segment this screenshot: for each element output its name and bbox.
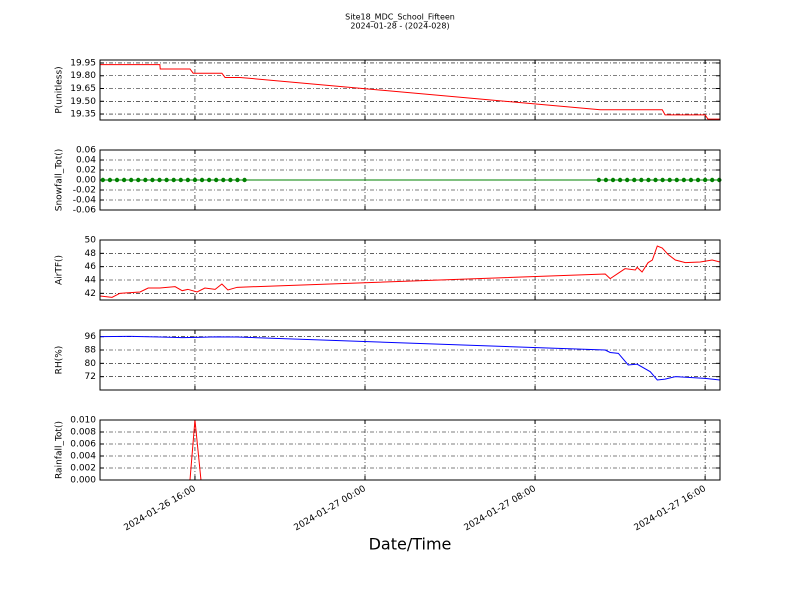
y-tick-label: 19.35	[70, 110, 96, 120]
y-axis-label: Snowfall_Tot()	[55, 149, 65, 212]
data-point	[681, 177, 687, 183]
chart-subtitle: 2024-01-28 - (2024-028)	[350, 22, 449, 31]
data-point	[632, 177, 637, 183]
data-point	[206, 177, 212, 183]
plot-area	[100, 420, 720, 480]
y-tick-label: 0.000	[70, 476, 96, 486]
data-line	[100, 64, 720, 120]
plot-area	[100, 60, 720, 120]
data-point	[100, 177, 106, 183]
y-tick-label: 19.65	[70, 84, 96, 94]
plot-frame	[99, 239, 721, 301]
y-axis-label: Rainfall_Tot()	[55, 421, 65, 479]
data-point	[221, 177, 226, 183]
data-point	[114, 177, 120, 183]
data-point	[171, 177, 176, 183]
y-axis-label: AirTF()	[55, 255, 65, 285]
plot-frame	[99, 329, 721, 391]
plot-area	[100, 240, 720, 300]
data-point	[192, 177, 198, 183]
data-point	[653, 177, 658, 183]
x-tick-label: 2024-01-26 16:00	[122, 484, 197, 533]
x-axis-label: Date/Time	[369, 535, 452, 554]
data-point	[107, 177, 113, 183]
data-point	[185, 177, 191, 183]
y-tick-label: 46	[85, 262, 97, 272]
y-tick-label: 80	[85, 359, 97, 369]
y-tick-label: 19.50	[70, 97, 96, 107]
y-tick-label: 0.008	[70, 428, 96, 438]
y-axis-label: P(unitless)	[55, 66, 65, 113]
data-point	[674, 177, 679, 183]
y-tick-label: 0.004	[70, 452, 96, 462]
x-tick-label: 2024-01-27 16:00	[633, 484, 708, 533]
y-tick-label: 19.80	[70, 71, 96, 81]
y-axis-label: RH(%)	[55, 346, 65, 375]
data-point	[235, 177, 240, 183]
data-point	[695, 177, 701, 183]
data-point	[242, 177, 247, 183]
data-point	[610, 177, 616, 183]
data-line	[100, 335, 720, 381]
x-tick-label: 2024-01-27 00:00	[293, 484, 368, 533]
plot-area	[100, 330, 720, 390]
data-point	[639, 177, 644, 183]
y-tick-label: 0.02	[76, 166, 96, 176]
data-point	[617, 177, 623, 183]
y-tick-label: -0.04	[73, 196, 97, 206]
data-point	[688, 177, 694, 183]
data-point	[228, 177, 233, 183]
y-tick-label: -0.02	[73, 186, 96, 196]
x-tick-label: 2024-01-27 08:00	[463, 484, 538, 533]
data-line	[100, 245, 720, 298]
data-point	[717, 177, 722, 183]
data-point	[702, 177, 708, 183]
data-point	[121, 177, 127, 183]
data-point	[596, 177, 602, 183]
plot-frame	[99, 419, 721, 481]
y-tick-label: 0.010	[70, 416, 96, 426]
y-tick-label: 44	[85, 276, 97, 286]
y-tick-label: 96	[85, 332, 97, 342]
data-point	[603, 177, 609, 183]
data-point	[624, 177, 630, 183]
data-point	[128, 177, 134, 183]
plot-frame	[99, 149, 721, 211]
data-point	[667, 177, 672, 183]
data-point	[178, 177, 183, 183]
data-point	[214, 177, 219, 183]
data-point	[646, 177, 651, 183]
data-point	[136, 177, 141, 183]
data-point	[157, 177, 162, 183]
y-tick-label: 42	[85, 289, 96, 299]
data-point	[164, 177, 169, 183]
y-tick-label: 48	[85, 249, 97, 259]
data-point	[150, 177, 155, 183]
y-tick-label: 0.06	[76, 146, 96, 156]
data-point	[199, 177, 205, 183]
y-tick-label: 0.00	[76, 176, 96, 186]
y-tick-label: -0.06	[73, 206, 97, 216]
y-tick-label: 19.95	[70, 58, 96, 68]
data-point	[660, 177, 665, 183]
data-point	[143, 177, 148, 183]
chart-title: Site18_MDC_School_Fifteen	[345, 13, 455, 22]
data-point	[710, 177, 715, 183]
y-tick-label: 88	[85, 346, 97, 356]
y-tick-label: 0.006	[70, 440, 96, 450]
y-tick-label: 0.002	[70, 464, 96, 474]
y-tick-label: 0.04	[76, 156, 96, 166]
y-tick-label: 50	[85, 236, 97, 246]
y-tick-label: 72	[85, 372, 96, 382]
plot-frame	[99, 59, 721, 121]
